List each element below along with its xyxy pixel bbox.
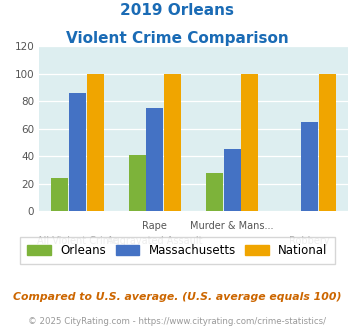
Bar: [301, 122, 318, 211]
Bar: [87, 74, 104, 211]
Legend: Orleans, Massachusetts, National: Orleans, Massachusetts, National: [20, 237, 335, 264]
Bar: [146, 108, 163, 211]
Bar: [318, 74, 335, 211]
Text: © 2025 CityRating.com - https://www.cityrating.com/crime-statistics/: © 2025 CityRating.com - https://www.city…: [28, 317, 327, 326]
Text: Robbery: Robbery: [289, 236, 329, 246]
Bar: [206, 173, 223, 211]
Bar: [241, 74, 258, 211]
Bar: [224, 149, 241, 211]
Text: Murder & Mans...: Murder & Mans...: [190, 221, 274, 231]
Bar: [129, 155, 146, 211]
Text: Rape: Rape: [142, 221, 167, 231]
Bar: [164, 74, 181, 211]
Bar: [51, 178, 69, 211]
Text: All Violent Crime: All Violent Crime: [37, 236, 118, 246]
Text: Violent Crime Comparison: Violent Crime Comparison: [66, 31, 289, 46]
Text: 2019 Orleans: 2019 Orleans: [120, 3, 235, 18]
Text: Aggravated Assault: Aggravated Assault: [107, 236, 203, 246]
Bar: [69, 93, 86, 211]
Text: Compared to U.S. average. (U.S. average equals 100): Compared to U.S. average. (U.S. average …: [13, 292, 342, 302]
